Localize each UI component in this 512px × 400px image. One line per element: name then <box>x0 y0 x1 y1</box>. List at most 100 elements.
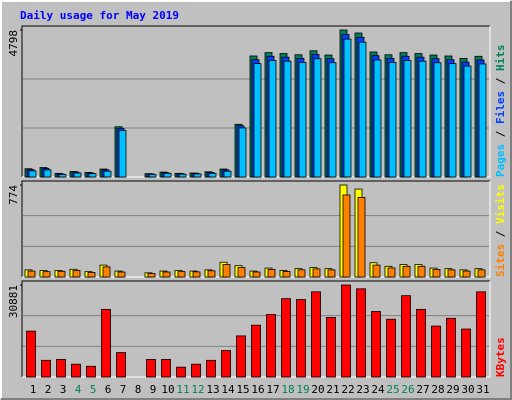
bar <box>281 298 291 378</box>
bar <box>447 269 456 278</box>
plot-border-dark <box>21 180 490 277</box>
bar <box>191 363 201 378</box>
bar <box>116 352 126 378</box>
bar <box>117 271 126 278</box>
y-tick-label: 4798 <box>7 30 20 57</box>
bar <box>357 196 366 278</box>
x-tick-label: 15 <box>236 383 249 396</box>
bar <box>28 170 37 178</box>
bar <box>268 60 277 178</box>
bar <box>206 359 216 378</box>
bar <box>432 268 441 278</box>
legend-separator: / <box>494 224 507 244</box>
x-tick-label: 7 <box>120 383 127 396</box>
bar <box>311 291 321 378</box>
bar <box>88 173 97 178</box>
x-tick-label: 1 <box>30 383 37 396</box>
x-tick-label: 13 <box>206 383 219 396</box>
x-tick-label: 22 <box>341 383 354 396</box>
x-tick-label: 4 <box>75 383 82 396</box>
x-tick-label: 5 <box>90 383 97 396</box>
x-tick-label: 25 <box>386 383 399 396</box>
bar <box>461 328 471 378</box>
plot-border-dark <box>21 280 490 377</box>
bar <box>87 272 96 278</box>
bar <box>387 267 396 278</box>
bar <box>448 63 457 178</box>
bar <box>251 324 261 378</box>
bar <box>418 60 427 178</box>
bar <box>163 172 172 178</box>
x-tick-label: 14 <box>221 383 235 396</box>
bar <box>73 172 82 178</box>
legend-entry: Visits <box>494 184 507 224</box>
bar <box>417 265 426 278</box>
bar <box>253 63 262 178</box>
bar <box>403 60 412 178</box>
bar <box>446 317 456 378</box>
bar <box>236 335 246 378</box>
bar <box>477 269 486 278</box>
bar <box>208 172 217 178</box>
legend-entry: KBytes <box>494 337 507 377</box>
bar <box>176 366 186 378</box>
bar <box>102 266 111 278</box>
bar <box>221 350 231 378</box>
bar <box>356 288 366 378</box>
bar <box>358 41 367 178</box>
plot-border-dark <box>21 25 490 177</box>
legend-entry: Sites <box>494 244 507 277</box>
bar <box>401 295 411 378</box>
bar <box>312 268 321 278</box>
bar <box>57 270 66 278</box>
x-tick-label: 16 <box>251 383 264 396</box>
bar <box>237 267 246 278</box>
y-tick-label: 30881 <box>7 285 20 318</box>
x-tick-label: 29 <box>446 383 459 396</box>
bar <box>416 308 426 378</box>
legend-entry: Pages <box>494 144 507 177</box>
bar <box>252 271 261 278</box>
x-tick-label: 26 <box>401 383 414 396</box>
bar <box>207 270 216 278</box>
bar <box>343 38 352 178</box>
bar <box>266 314 276 378</box>
bar <box>43 169 52 178</box>
bar <box>118 130 127 178</box>
bar <box>462 270 471 278</box>
x-tick-label: 6 <box>105 383 112 396</box>
bar <box>298 62 307 178</box>
legend-entry: Hits <box>494 45 507 72</box>
x-tick-label: 21 <box>326 383 339 396</box>
bar <box>327 269 336 278</box>
legend-entry: Files <box>494 91 507 124</box>
bar <box>101 308 111 378</box>
x-tick-label: 30 <box>461 383 474 396</box>
bar <box>103 170 112 178</box>
x-tick-label: 23 <box>356 383 369 396</box>
x-tick-label: 12 <box>191 383 204 396</box>
x-tick-label: 20 <box>311 383 324 396</box>
bar <box>296 299 306 378</box>
bar <box>402 265 411 278</box>
x-tick-label: 2 <box>45 383 52 396</box>
bar <box>313 58 322 178</box>
bar <box>282 271 291 278</box>
bar <box>463 65 472 178</box>
plots: 4798 Pages / Files / Hits 774 Sites / Visit… <box>7 25 507 396</box>
bar <box>372 264 381 278</box>
bar <box>86 365 96 378</box>
y-tick-label: 774 <box>7 185 20 205</box>
bar <box>388 62 397 178</box>
bar <box>147 273 156 278</box>
chart-title: Daily usage for May 2019 <box>20 9 179 22</box>
bar <box>178 173 187 178</box>
bar <box>192 271 201 278</box>
x-tick-label: 18 <box>281 383 294 396</box>
bar <box>283 60 292 178</box>
bar <box>386 318 396 378</box>
legend: Pages / Files / Hits <box>494 45 507 178</box>
bar <box>223 170 232 178</box>
